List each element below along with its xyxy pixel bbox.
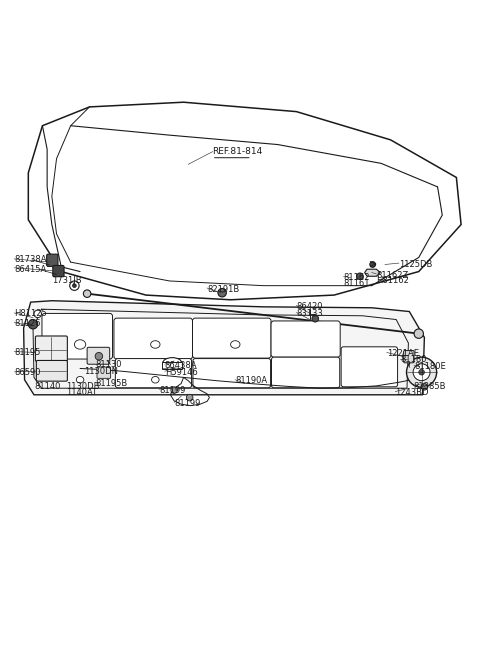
Text: 81180: 81180 bbox=[400, 356, 426, 365]
FancyBboxPatch shape bbox=[114, 318, 192, 359]
Text: 81180E: 81180E bbox=[414, 362, 446, 371]
FancyBboxPatch shape bbox=[97, 367, 110, 379]
FancyBboxPatch shape bbox=[341, 347, 397, 387]
Circle shape bbox=[84, 290, 91, 297]
FancyBboxPatch shape bbox=[115, 359, 192, 388]
Polygon shape bbox=[28, 102, 461, 300]
Circle shape bbox=[419, 369, 424, 375]
Circle shape bbox=[357, 273, 363, 279]
Ellipse shape bbox=[151, 340, 160, 348]
Text: 81130: 81130 bbox=[95, 360, 121, 369]
Ellipse shape bbox=[76, 377, 84, 383]
FancyBboxPatch shape bbox=[42, 314, 112, 359]
FancyBboxPatch shape bbox=[404, 350, 414, 363]
FancyBboxPatch shape bbox=[192, 318, 271, 358]
Text: 81162Z: 81162Z bbox=[376, 271, 408, 280]
Text: 86438A: 86438A bbox=[165, 361, 197, 370]
Text: 1731JB: 1731JB bbox=[52, 276, 82, 285]
Text: H59146: H59146 bbox=[165, 368, 197, 377]
Text: 82191B: 82191B bbox=[207, 285, 240, 294]
Polygon shape bbox=[24, 300, 424, 395]
Circle shape bbox=[218, 289, 227, 297]
Text: 81140: 81140 bbox=[34, 382, 60, 391]
Text: 86415A: 86415A bbox=[14, 265, 47, 274]
Text: H81162: H81162 bbox=[376, 276, 409, 285]
FancyBboxPatch shape bbox=[271, 321, 340, 357]
Text: 1221AE: 1221AE bbox=[387, 350, 419, 358]
Circle shape bbox=[34, 310, 41, 318]
Circle shape bbox=[186, 394, 193, 401]
FancyBboxPatch shape bbox=[47, 254, 58, 266]
Ellipse shape bbox=[152, 377, 159, 383]
Circle shape bbox=[414, 329, 423, 338]
Text: 1243BD: 1243BD bbox=[395, 388, 429, 398]
Circle shape bbox=[312, 316, 319, 322]
FancyBboxPatch shape bbox=[87, 347, 110, 364]
Text: 81126: 81126 bbox=[14, 319, 41, 328]
Circle shape bbox=[95, 352, 103, 360]
Circle shape bbox=[421, 384, 428, 390]
Text: 1130DB: 1130DB bbox=[66, 382, 99, 391]
Text: 81161: 81161 bbox=[344, 279, 370, 288]
Text: 81385B: 81385B bbox=[413, 382, 445, 391]
Text: 1130DN: 1130DN bbox=[84, 367, 118, 376]
Text: 81195: 81195 bbox=[14, 348, 41, 357]
Circle shape bbox=[72, 284, 76, 287]
Text: REF.81-814: REF.81-814 bbox=[212, 147, 262, 156]
Text: 81195B: 81195B bbox=[95, 379, 127, 388]
Circle shape bbox=[370, 262, 375, 267]
FancyBboxPatch shape bbox=[36, 336, 67, 361]
Text: 86590: 86590 bbox=[14, 368, 41, 377]
Text: 81199: 81199 bbox=[159, 386, 185, 395]
Text: 86420: 86420 bbox=[297, 302, 323, 312]
Ellipse shape bbox=[230, 340, 240, 348]
Ellipse shape bbox=[163, 358, 181, 368]
FancyBboxPatch shape bbox=[272, 357, 340, 388]
Circle shape bbox=[407, 357, 437, 387]
Text: 81162: 81162 bbox=[344, 273, 370, 282]
Text: 81738A: 81738A bbox=[14, 255, 47, 264]
FancyBboxPatch shape bbox=[53, 266, 64, 277]
Circle shape bbox=[28, 319, 38, 329]
Text: H81125: H81125 bbox=[14, 310, 47, 318]
FancyBboxPatch shape bbox=[36, 360, 67, 381]
Ellipse shape bbox=[74, 340, 86, 349]
FancyBboxPatch shape bbox=[162, 362, 182, 369]
Text: 1140AT: 1140AT bbox=[66, 388, 97, 398]
Text: 81190A: 81190A bbox=[235, 376, 267, 385]
Text: 1125DB: 1125DB bbox=[399, 260, 432, 269]
FancyBboxPatch shape bbox=[193, 359, 271, 388]
Text: 83133: 83133 bbox=[297, 310, 323, 318]
Circle shape bbox=[171, 387, 178, 394]
Polygon shape bbox=[365, 269, 380, 276]
Circle shape bbox=[413, 363, 430, 380]
Text: 81199: 81199 bbox=[174, 399, 201, 408]
Circle shape bbox=[70, 281, 79, 291]
